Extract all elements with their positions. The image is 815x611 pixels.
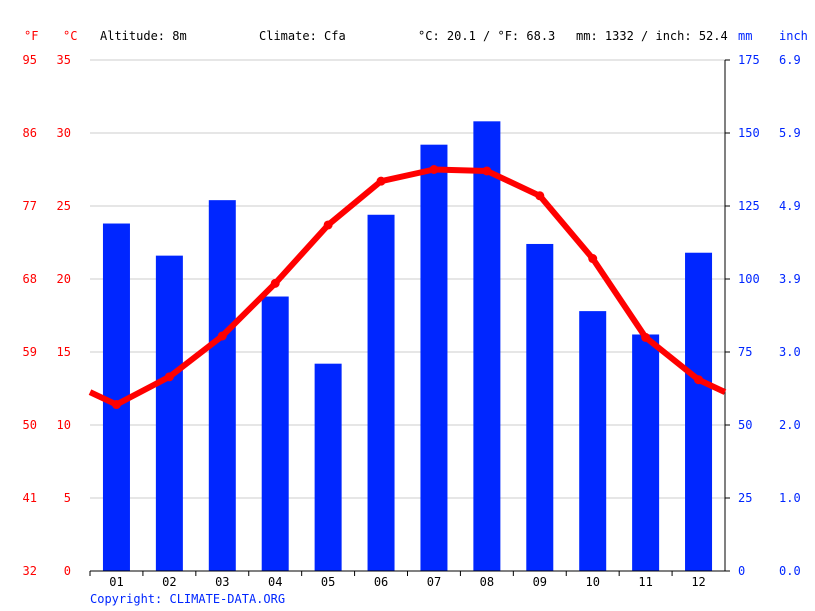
tick-label-c: 30 <box>57 126 71 140</box>
tick-label-f: 68 <box>23 272 37 286</box>
tick-label-f: 77 <box>23 199 37 213</box>
tick-label-inch: 1.0 <box>779 491 801 505</box>
unit-mm: mm <box>738 29 753 43</box>
tick-label-inch: 4.9 <box>779 199 801 213</box>
tick-label-c: 0 <box>64 564 71 578</box>
tick-label-mm: 75 <box>738 345 752 359</box>
tick-label-f: 95 <box>23 53 37 67</box>
unit-fahrenheit: °F <box>24 29 39 43</box>
x-tick-label: 07 <box>427 575 441 589</box>
x-tick-label: 08 <box>480 575 494 589</box>
tick-label-f: 50 <box>23 418 37 432</box>
temperature-point-06 <box>376 176 386 186</box>
x-tick-label: 05 <box>321 575 335 589</box>
precip-total: mm: 1332 / inch: 52.4 <box>576 29 728 43</box>
temperature-point-08 <box>482 166 492 176</box>
tick-label-f: 41 <box>23 491 37 505</box>
temperature-point-04 <box>270 278 280 288</box>
temperature-point-07 <box>429 165 439 174</box>
precip-bar-04 <box>261 296 289 571</box>
x-tick-label: 01 <box>109 575 123 589</box>
tick-label-f: 59 <box>23 345 37 359</box>
temperature-point-03 <box>217 331 227 341</box>
x-tick-label: 02 <box>162 575 176 589</box>
tick-label-c: 25 <box>57 199 71 213</box>
x-tick-label: 11 <box>638 575 652 589</box>
tick-label-mm: 0 <box>738 564 745 578</box>
tick-label-inch: 0.0 <box>779 564 801 578</box>
precip-bar-08 <box>473 121 501 571</box>
temperature-point-12 <box>694 375 704 385</box>
precip-bar-07 <box>420 144 448 571</box>
x-tick-label: 09 <box>533 575 547 589</box>
tick-label-c: 20 <box>57 272 71 286</box>
tick-label-c: 10 <box>57 418 71 432</box>
tick-label-c: 5 <box>64 491 71 505</box>
x-tick-label: 03 <box>215 575 229 589</box>
temperature-line <box>88 166 727 408</box>
x-tick-label: 04 <box>268 575 282 589</box>
precip-bar-05 <box>314 363 342 571</box>
precip-bar-03 <box>208 200 236 571</box>
unit-celsius: °C <box>63 29 78 43</box>
tick-label-f: 32 <box>23 564 37 578</box>
x-tick-label: 12 <box>691 575 705 589</box>
precip-bar-09 <box>526 243 554 571</box>
tick-label-inch: 6.9 <box>779 53 801 67</box>
temperature-point-01 <box>111 400 121 410</box>
x-tick-label: 10 <box>585 575 599 589</box>
tick-label-mm: 25 <box>738 491 752 505</box>
temperature-point-05 <box>323 220 333 230</box>
precip-bar-06 <box>367 214 395 571</box>
tick-label-c: 35 <box>57 53 71 67</box>
tick-label-mm: 125 <box>738 199 760 213</box>
tick-label-mm: 50 <box>738 418 752 432</box>
tick-label-inch: 2.0 <box>779 418 801 432</box>
tick-label-inch: 3.0 <box>779 345 801 359</box>
climate-type: Climate: Cfa <box>259 29 346 43</box>
tick-label-mm: 150 <box>738 126 760 140</box>
altitude: Altitude: 8m <box>100 29 187 43</box>
tick-label-mm: 175 <box>738 53 760 67</box>
temperature-point-02 <box>164 372 174 382</box>
temperature-point-10 <box>588 254 598 264</box>
x-tick-label: 06 <box>374 575 388 589</box>
precip-bar-11 <box>632 334 660 571</box>
tick-label-c: 15 <box>57 345 71 359</box>
temperature-point-09 <box>535 191 545 201</box>
copyright-link[interactable]: Copyright: CLIMATE-DATA.ORG <box>90 592 286 606</box>
precip-bar-12 <box>685 252 713 571</box>
precip-bar-10 <box>579 311 607 571</box>
temperature-point-11 <box>641 332 651 342</box>
tick-label-inch: 3.9 <box>779 272 801 286</box>
tick-label-inch: 5.9 <box>779 126 801 140</box>
temp-average: °C: 20.1 / °F: 68.3 <box>418 29 556 43</box>
unit-inch: inch <box>779 29 808 43</box>
tick-label-mm: 100 <box>738 272 760 286</box>
precip-bar-02 <box>155 255 183 571</box>
tick-label-f: 86 <box>23 126 37 140</box>
